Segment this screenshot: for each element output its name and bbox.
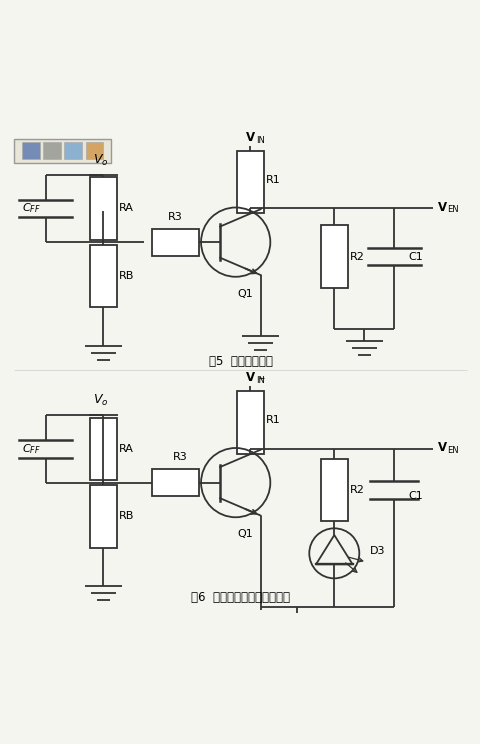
Text: R1: R1 <box>265 175 280 185</box>
Text: $V_o$: $V_o$ <box>93 153 108 167</box>
Bar <box>90 245 117 307</box>
Bar <box>90 485 117 548</box>
Bar <box>236 151 263 214</box>
Text: R3: R3 <box>168 212 182 222</box>
Text: EN: EN <box>446 446 458 455</box>
Text: R3: R3 <box>173 452 187 463</box>
Text: Q1: Q1 <box>237 289 252 299</box>
FancyBboxPatch shape <box>64 142 82 159</box>
Bar <box>90 177 117 240</box>
Text: D3: D3 <box>369 546 384 556</box>
Bar <box>320 225 347 288</box>
Text: R2: R2 <box>349 251 364 262</box>
FancyBboxPatch shape <box>85 142 103 159</box>
Bar <box>320 458 347 521</box>
Bar <box>236 391 263 454</box>
Text: 图6  含指示灯的短路保护电路: 图6 含指示灯的短路保护电路 <box>191 591 289 604</box>
Text: R2: R2 <box>349 485 364 495</box>
Text: RA: RA <box>119 444 133 454</box>
Text: EN: EN <box>446 205 458 214</box>
Text: $\mathbf{V}$: $\mathbf{V}$ <box>244 371 255 384</box>
FancyBboxPatch shape <box>22 142 39 159</box>
Bar <box>90 417 117 480</box>
Text: RB: RB <box>119 511 134 522</box>
Text: 图5  短路保护电路: 图5 短路保护电路 <box>208 355 272 368</box>
Text: IN: IN <box>256 376 264 385</box>
Text: Q1: Q1 <box>237 529 252 539</box>
Text: $\mathbf{V}$: $\mathbf{V}$ <box>436 441 447 454</box>
Text: $\mathbf{V}$: $\mathbf{V}$ <box>436 201 447 214</box>
Text: C1: C1 <box>407 490 422 501</box>
Text: IN: IN <box>256 136 264 145</box>
FancyBboxPatch shape <box>14 138 110 163</box>
Bar <box>152 228 198 256</box>
Text: $\mathbf{V}$: $\mathbf{V}$ <box>244 130 255 144</box>
Text: $C_{FF}$: $C_{FF}$ <box>22 442 41 456</box>
FancyBboxPatch shape <box>43 142 60 159</box>
Text: RA: RA <box>119 203 133 214</box>
Text: $V_o$: $V_o$ <box>93 393 108 408</box>
Text: C1: C1 <box>407 251 422 262</box>
Text: RB: RB <box>119 271 134 280</box>
Text: R1: R1 <box>265 415 280 425</box>
Bar <box>152 469 198 496</box>
Text: $C_{FF}$: $C_{FF}$ <box>22 202 41 215</box>
